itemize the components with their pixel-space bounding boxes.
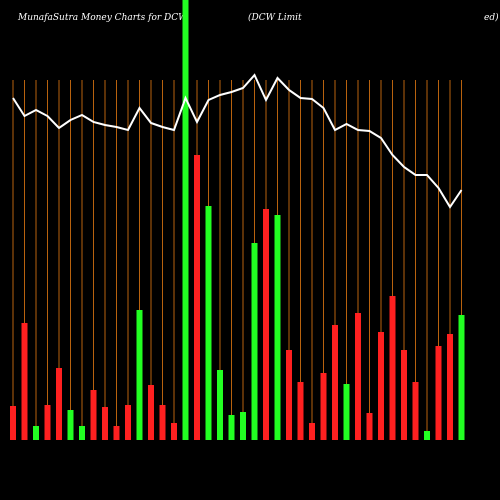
bar bbox=[378, 332, 384, 440]
bar bbox=[389, 296, 396, 440]
bar bbox=[171, 423, 177, 440]
bar bbox=[366, 413, 373, 440]
bar bbox=[251, 243, 258, 440]
bar bbox=[102, 407, 108, 440]
bar bbox=[424, 431, 430, 440]
money-flow-line bbox=[12, 73, 463, 209]
bar bbox=[194, 155, 200, 440]
bar bbox=[458, 315, 465, 440]
bar bbox=[320, 373, 327, 440]
bar bbox=[21, 323, 28, 440]
chart-title: MunafaSutra Money Charts for DCW bbox=[17, 13, 188, 23]
bar bbox=[412, 382, 419, 440]
bar bbox=[205, 206, 212, 440]
bar bbox=[240, 412, 246, 440]
bar bbox=[90, 390, 97, 440]
bar bbox=[44, 405, 51, 440]
bar bbox=[136, 310, 143, 440]
bar bbox=[447, 334, 453, 440]
bar bbox=[10, 406, 16, 440]
bar bbox=[228, 415, 235, 440]
bar bbox=[355, 313, 361, 440]
bar bbox=[217, 370, 223, 440]
chart-subtitle: (DCW Limit bbox=[248, 12, 302, 23]
bar bbox=[435, 346, 442, 440]
bar bbox=[67, 410, 74, 440]
bar bbox=[79, 426, 85, 440]
bar bbox=[125, 405, 131, 440]
bar bbox=[343, 384, 350, 440]
bar bbox=[56, 368, 62, 440]
bar bbox=[113, 426, 120, 440]
bar bbox=[309, 423, 315, 440]
bar bbox=[33, 426, 39, 440]
chart-subtitle-tail: ed) bbox=[484, 12, 499, 23]
bar bbox=[286, 350, 292, 440]
bar bbox=[263, 209, 269, 440]
bar bbox=[182, 0, 189, 440]
bar bbox=[401, 350, 407, 440]
bar bbox=[148, 385, 154, 440]
bar bbox=[274, 215, 281, 440]
bar bbox=[332, 325, 338, 440]
bar bbox=[297, 382, 304, 440]
bar bbox=[159, 405, 166, 440]
